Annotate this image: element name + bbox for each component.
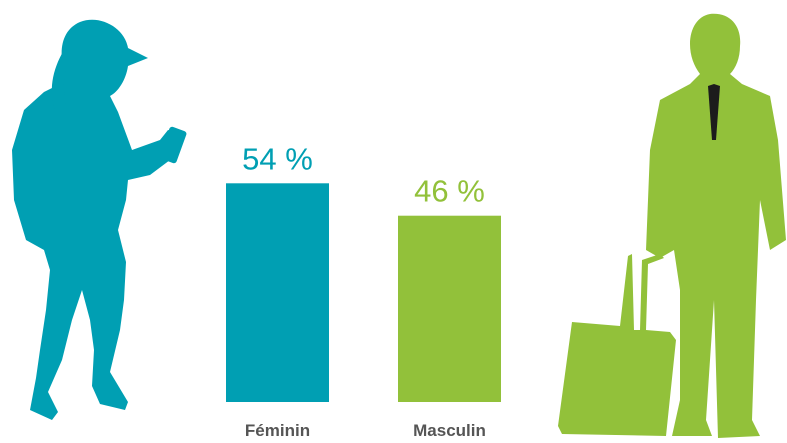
bar	[226, 183, 329, 402]
man-silhouette	[558, 13, 786, 438]
value-label: 54 %	[242, 141, 313, 176]
woman-silhouette	[12, 19, 187, 421]
tie	[708, 84, 720, 140]
value-label: 46 %	[414, 174, 485, 209]
category-label: Masculin	[413, 421, 486, 440]
category-label: Féminin	[245, 421, 310, 440]
bar	[398, 215, 501, 402]
